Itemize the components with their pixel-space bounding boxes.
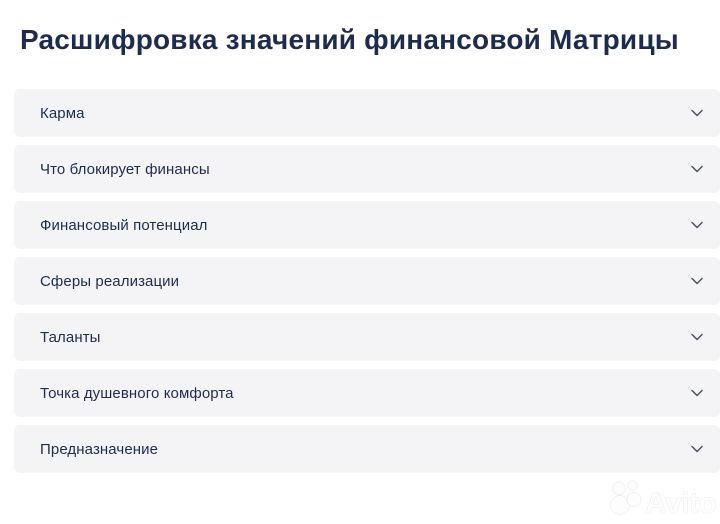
avito-logo-circle: [612, 481, 626, 496]
chevron-down-icon[interactable]: [691, 221, 703, 229]
chevron-down-icon[interactable]: [691, 109, 703, 117]
accordion-item-label: Таланты: [40, 328, 101, 346]
accordion-item-finance-blockers[interactable]: Что блокирует финансы: [14, 145, 720, 193]
avito-watermark-logo: Avito: [610, 480, 717, 520]
chevron-down-icon[interactable]: [691, 389, 703, 397]
accordion-item-karma[interactable]: Карма: [14, 89, 720, 137]
accordion-list: Карма Что блокирует финансы Финансовый п…: [14, 89, 720, 473]
accordion-item-purpose[interactable]: Предназначение: [14, 425, 720, 473]
accordion-item-financial-potential[interactable]: Финансовый потенциал: [14, 201, 720, 249]
avito-logo-circle: [627, 480, 638, 491]
chevron-down-icon[interactable]: [691, 445, 703, 453]
accordion-item-label: Что блокирует финансы: [40, 160, 210, 178]
accordion-item-label: Точка душевного комфорта: [40, 384, 234, 402]
accordion-item-talents[interactable]: Таланты: [14, 313, 720, 361]
accordion-item-label: Карма: [40, 104, 85, 122]
accordion-item-label: Сферы реализации: [40, 272, 180, 290]
avito-logo-circle: [626, 492, 642, 507]
chevron-down-icon[interactable]: [691, 333, 703, 341]
page-title: Расшифровка значений финансовой Матрицы: [20, 24, 679, 55]
accordion-item-label: Финансовый потенциал: [40, 216, 208, 234]
accordion-item-label: Предназначение: [40, 440, 159, 458]
chevron-down-icon[interactable]: [691, 165, 703, 173]
accordion-item-comfort-point[interactable]: Точка душевного комфорта: [14, 369, 720, 417]
chevron-down-icon[interactable]: [691, 277, 703, 285]
avito-watermark-text: Avito: [645, 487, 717, 520]
accordion-item-realization-spheres[interactable]: Сферы реализации: [14, 257, 720, 305]
avito-logo-circle: [610, 495, 630, 515]
